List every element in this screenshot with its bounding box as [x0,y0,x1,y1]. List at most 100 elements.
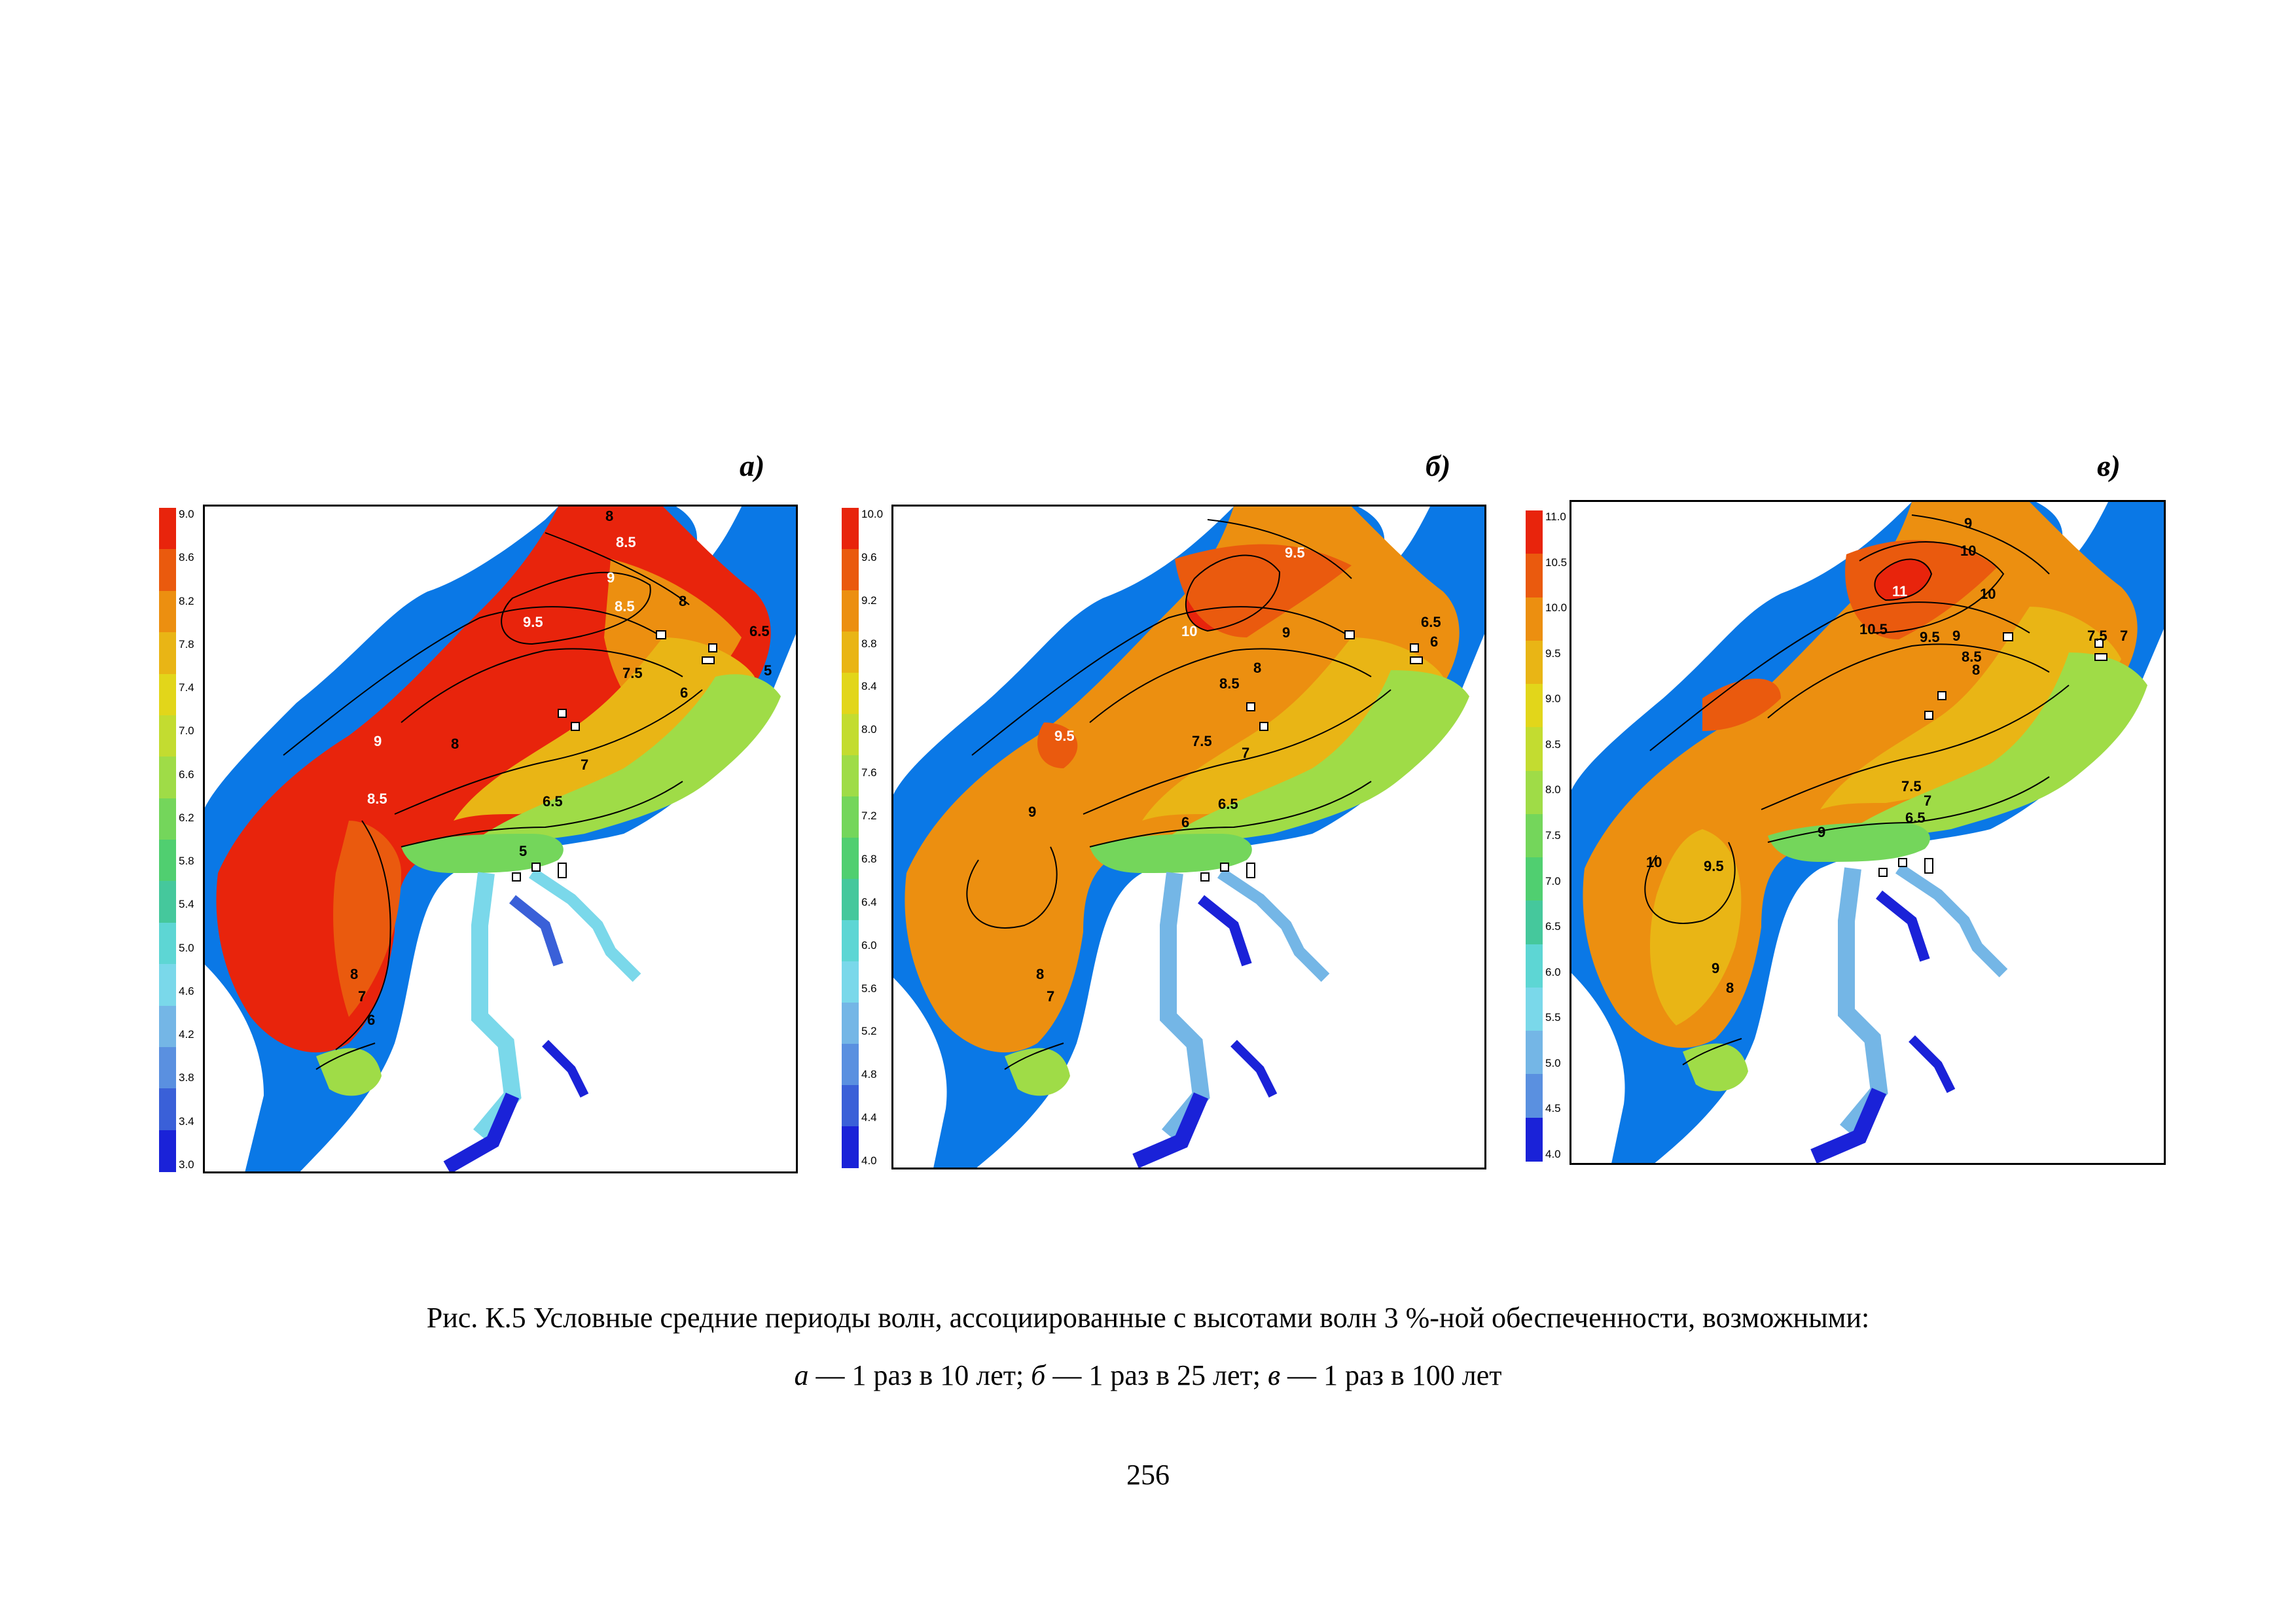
colorbar-tick-label: 9.0 [179,508,194,520]
colorbar-swatch [842,632,859,673]
panel-a-map: 8 8.5 9 9.5 8.5 8 7.5 6.5 6 5 9 8 8.5 7 … [203,505,798,1173]
panel-a-contour-label: 9.5 [523,614,543,630]
panel-v-contour-label: 8 [1972,662,1980,678]
panel-v-contour-label: 9.5 [1920,629,1940,645]
caption-letter-b: б [1031,1359,1046,1391]
colorbar-swatch [1526,857,1543,902]
colorbar-swatch [159,632,176,675]
colorbar-tick-label: 4.0 [861,1154,877,1167]
colorbar-swatch [842,590,859,632]
colorbar-swatch [159,1130,176,1172]
panel-v-contour-label: 9 [1712,960,1719,976]
colorbar-swatch [1526,727,1543,772]
colorbar-swatch [159,673,176,716]
colorbar-tick-label: 4.6 [179,984,194,997]
panel-b-contour-label: 10 [1181,623,1197,639]
colorbar-swatch [159,922,176,965]
panel-b-contour-label: 7 [1047,988,1054,1005]
caption-text-b: — 1 раз в 25 лет; [1045,1359,1268,1391]
colorbar-swatch [842,879,859,921]
colorbar-swatch [159,715,176,758]
colorbar-tick-label: 9.5 [1545,647,1561,660]
panel-v-contour-label: 6.5 [1905,810,1926,826]
colorbar-swatch [842,755,859,797]
colorbar-tick-label: 10.0 [1545,601,1568,615]
colorbar-tick-label: 8.6 [179,551,194,564]
panel-b-basin-field [905,507,1460,1053]
colorbar-tick-label: 4.8 [861,1068,877,1081]
caption-text-v: — 1 раз в 100 лет [1280,1359,1502,1391]
panel-b-contour-label: 6 [1430,633,1438,650]
colorbar-swatch [1526,554,1543,598]
panel-b-colorbar: 10.0 9.6 9.2 8.8 8.4 8.0 7.6 7.2 6.8 6.4 6.0 5.6 5.2… [842,508,883,1168]
colorbar-tick-label: 6.0 [861,938,877,952]
colorbar-swatch [842,549,859,591]
panel-a-colorbar: 9.0 8.6 8.2 7.8 7.4 7.0 6.6 6.2 5.8 5.4 5.0 4.6 4.2 3… [159,508,194,1172]
colorbar-swatch [159,798,176,840]
colorbar-swatch [842,920,859,962]
panel-v-colorbar: 11.0 10.5 10.0 9.5 9.0 8.5 8.0 7.5 7.0 6.5 6.0 5.5 5… [1526,510,1567,1162]
panel-v-contour-label: 9 [1818,824,1825,840]
panel-b-contour-label: 7.5 [1192,733,1212,749]
colorbar-swatch [159,757,176,799]
panel-v-contour-label: 10 [1980,586,1996,602]
colorbar-tick-label: 11.0 [1545,510,1566,523]
panel-b-contour-label: 6.5 [1421,614,1441,630]
colorbar-tick-label: 10.0 [861,508,884,520]
colorbar-tick-label: 8.0 [861,723,877,736]
colorbar-tick-label: 7.0 [179,724,194,738]
panel-v-contour-label: 7.5 [1901,778,1922,794]
colorbar-swatch [159,1005,176,1048]
colorbar-tick-label: 7.4 [179,681,194,694]
panel-v-contour-label: 9.5 [1704,858,1724,874]
colorbar-swatch [159,508,176,550]
panel-a-contour-label: 9 [607,569,615,586]
colorbar-swatch [842,796,859,838]
panel-a-contour-label: 8 [451,736,459,752]
panel-a-contour-label: 8 [679,593,687,609]
colorbar-swatch [159,840,176,882]
colorbar-swatch [842,1085,859,1127]
panel-b-contour-label: 6 [1181,814,1189,830]
panel-a-contour-label: 9 [374,733,382,749]
colorbar-tick-label: 7.2 [861,810,877,823]
colorbar-tick-label: 8.4 [861,680,877,693]
colorbar-swatch [1526,1031,1543,1075]
colorbar-swatch [1526,770,1543,815]
colorbar-tick-label: 5.8 [179,855,194,868]
colorbar-swatch [159,549,176,592]
colorbar-tick-label: 7.6 [861,766,877,779]
panel-a-contour-label: 6.5 [749,623,770,639]
panel-b-contour-label: 9.5 [1285,544,1305,561]
colorbar-tick-label: 4.2 [179,1028,194,1041]
panel-a-contour-label: 8 [605,508,613,524]
panel-a-contour-label: 5 [519,843,527,859]
panel-a-contour-label: 8.5 [367,791,387,807]
colorbar-tick-label: 3.0 [179,1158,194,1171]
colorbar-tick-label: 6.2 [179,811,194,824]
colorbar-swatch [159,590,176,633]
panel-v-contour-label: 7.5 [2087,628,2108,644]
colorbar-swatch [1526,510,1543,555]
colorbar-swatch [1526,813,1543,859]
colorbar-swatch [1526,597,1543,641]
colorbar-swatch [842,1126,859,1168]
colorbar-swatch [159,964,176,1007]
colorbar-tick-label: 3.8 [179,1071,194,1084]
panel-a-contour-label: 6.5 [543,793,563,810]
panel-v-map: 9 10 11 10 10.5 9.5 9 8.5 8 7.5 7 7.5 7 … [1570,500,2166,1165]
colorbar-tick-label: 9.6 [861,550,877,563]
colorbar-tick-label: 9.0 [1545,692,1561,705]
colorbar-tick-label: 7.8 [179,637,194,651]
panel-v-contour-label: 7 [2120,628,2128,644]
colorbar-swatch [842,673,859,715]
colorbar-swatch [1526,1117,1543,1162]
panel-v-contour-label: 9 [1952,628,1960,644]
panel-b-contour-label: 8.5 [1219,675,1240,692]
colorbar-swatch [1526,640,1543,685]
colorbar-tick-label: 5.6 [861,982,877,995]
colorbar-tick-label: 5.4 [179,898,194,911]
colorbar-tick-label: 3.4 [179,1115,194,1128]
colorbar-tick-label: 5.0 [179,941,194,954]
panel-a-contour-label: 8 [350,966,358,982]
